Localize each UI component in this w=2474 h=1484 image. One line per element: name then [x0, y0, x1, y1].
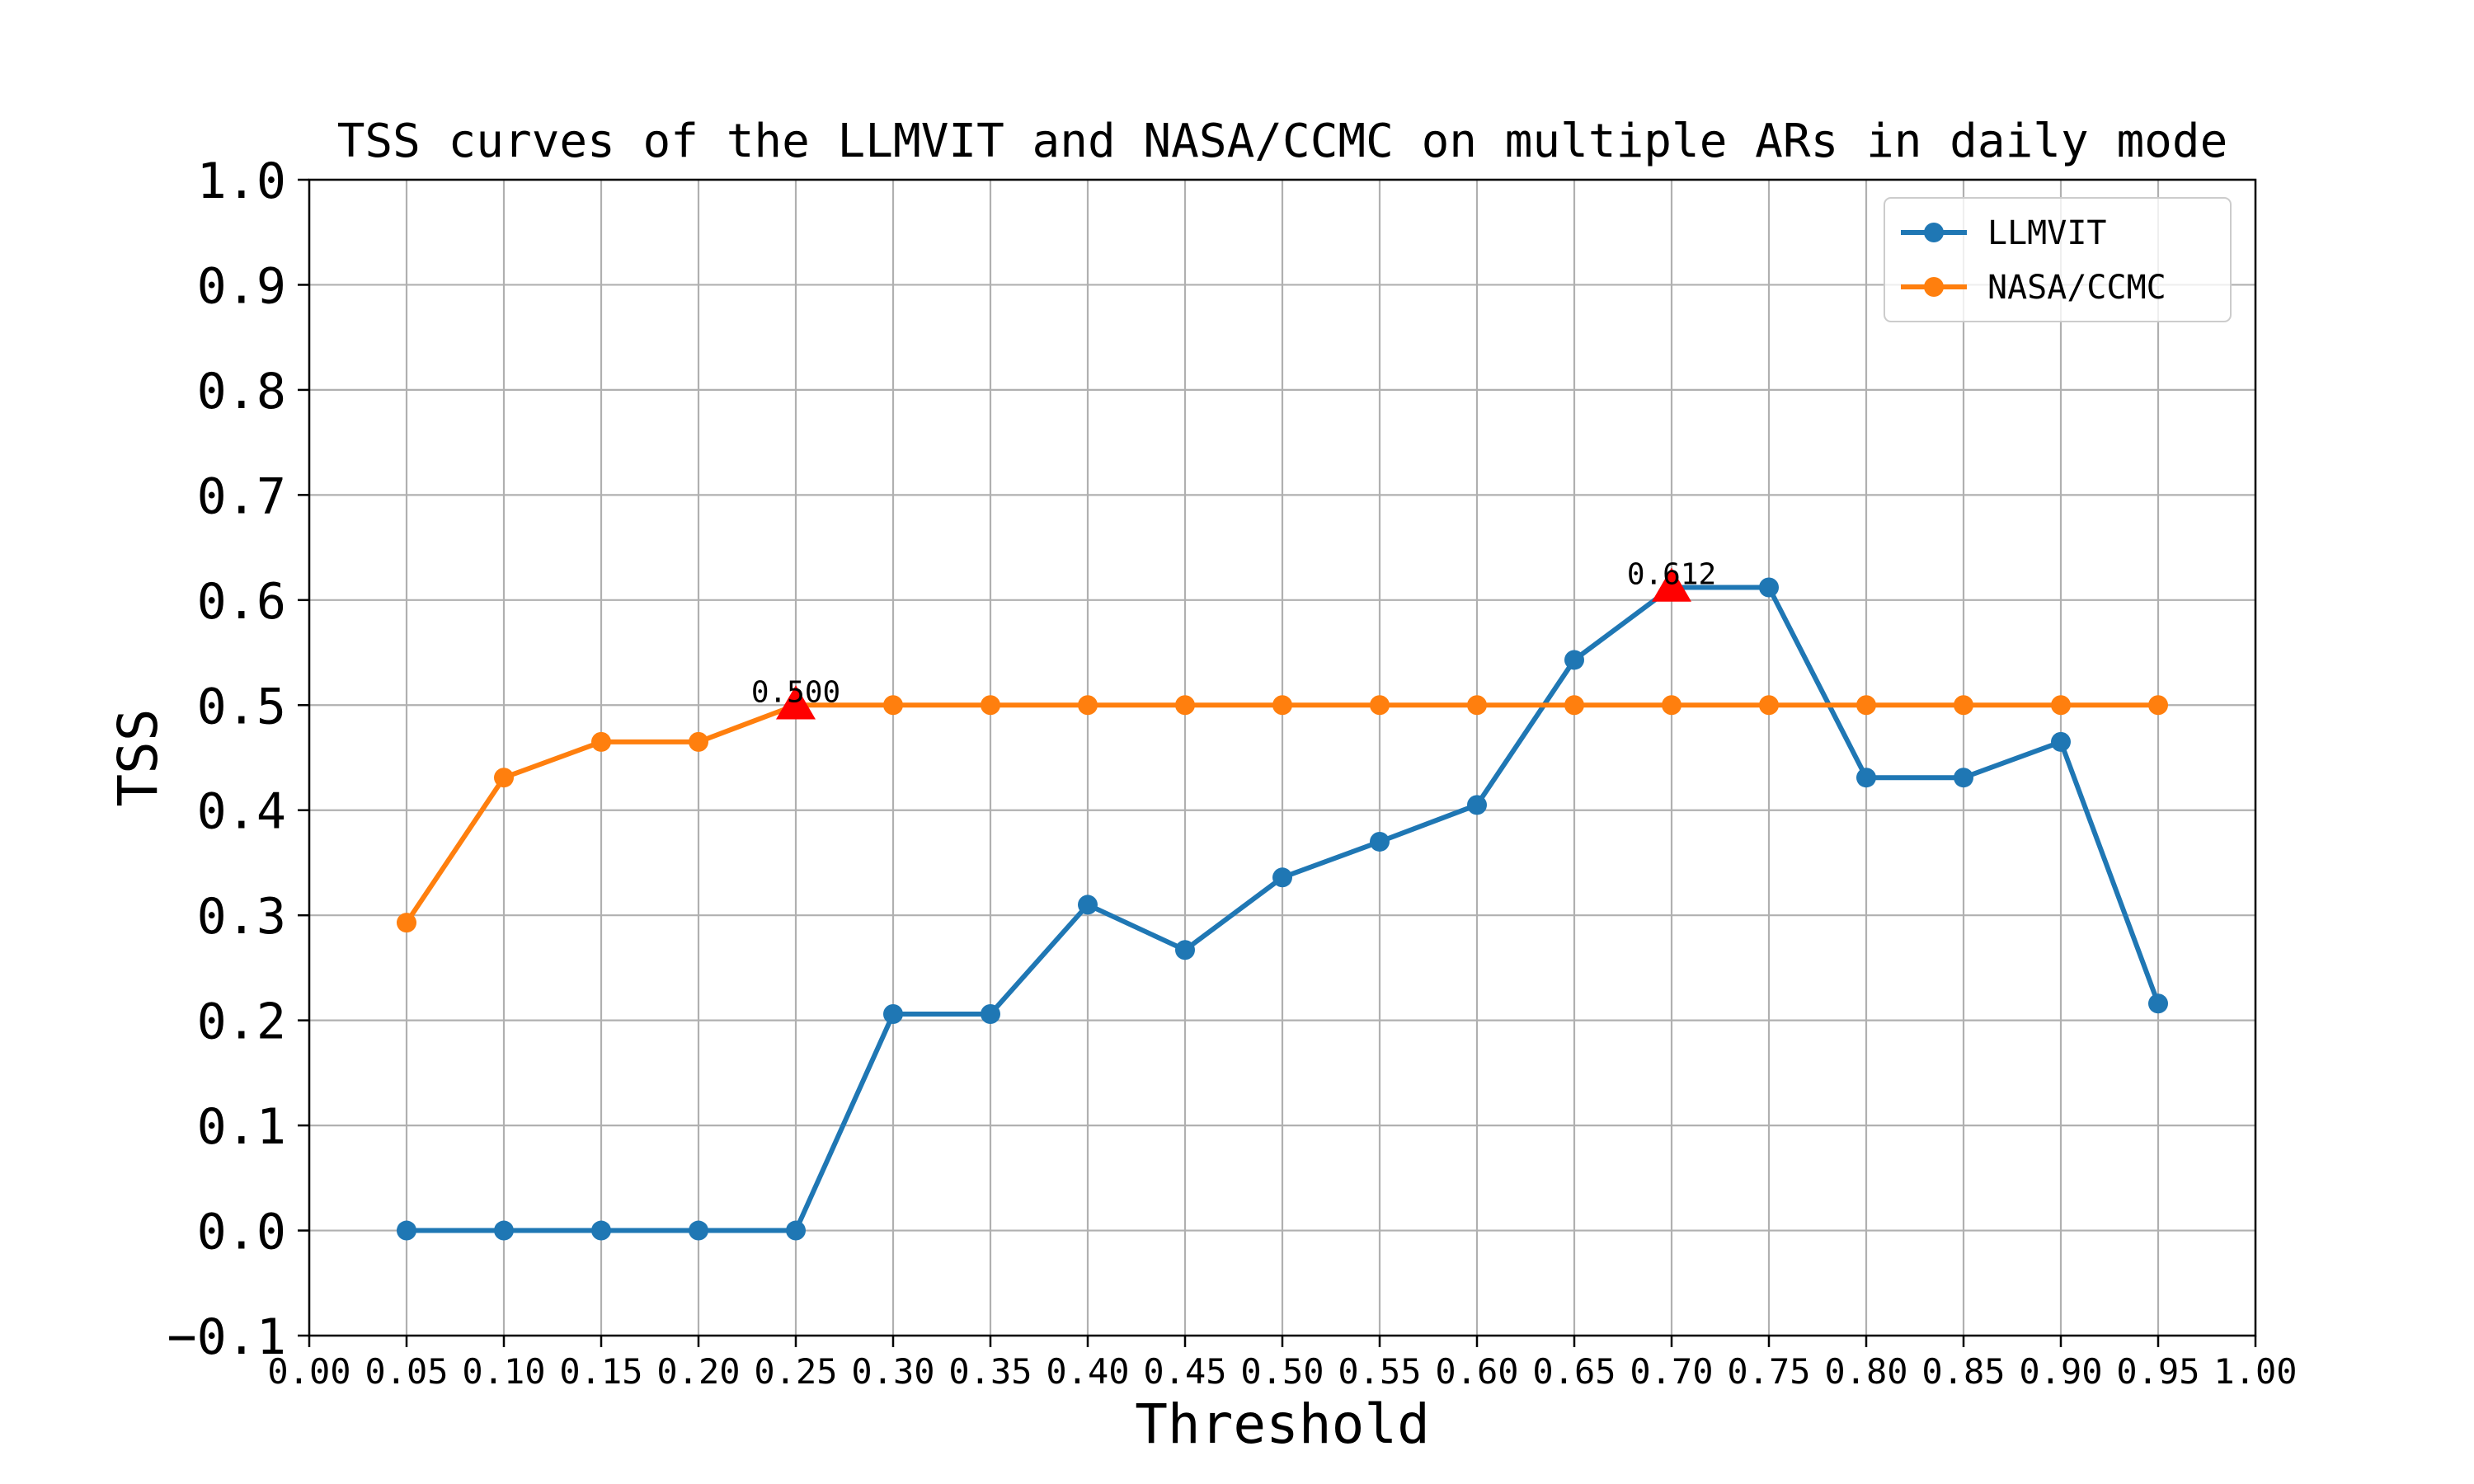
data-point	[2148, 695, 2168, 716]
y-tick-label: 0.2	[197, 993, 286, 1051]
data-point	[883, 695, 903, 716]
chart-title: TSS curves of the LLMVIT and NASA/CCMC o…	[337, 115, 2228, 168]
data-point	[689, 731, 708, 752]
data-point	[1078, 695, 1098, 716]
data-point	[1662, 695, 1681, 716]
legend-swatch-marker	[1924, 223, 1944, 242]
data-point	[591, 731, 611, 752]
data-point	[1856, 695, 1876, 716]
data-point	[2051, 731, 2071, 752]
series-nasa-ccmc	[397, 695, 2168, 933]
data-point	[1175, 695, 1195, 716]
x-tick-label: 0.80	[1824, 1351, 1907, 1392]
y-tick-label: 0.6	[197, 573, 286, 631]
x-axis-label: Threshold	[1135, 1392, 1430, 1456]
y-tick-label: −0.1	[167, 1308, 287, 1366]
x-tick-label: 0.75	[1727, 1351, 1810, 1392]
data-point	[786, 1220, 806, 1241]
x-tick-label: 0.55	[1338, 1351, 1421, 1392]
data-point	[1272, 867, 1292, 888]
data-point	[1078, 895, 1098, 915]
x-tick-label: 0.05	[365, 1351, 448, 1392]
max-marker	[1652, 567, 1691, 602]
data-point	[1370, 831, 1390, 852]
x-tick-label: 0.00	[267, 1351, 350, 1392]
legend-label: LLMVIT	[1987, 214, 2107, 252]
data-point	[2148, 993, 2168, 1014]
data-point	[1856, 768, 1876, 788]
x-tick-label: 0.90	[2019, 1351, 2102, 1392]
data-point	[981, 695, 1000, 716]
y-tick-label: 0.4	[197, 783, 286, 841]
data-point	[1954, 768, 1973, 788]
y-tick-label: 0.5	[197, 678, 286, 735]
x-tick-label: 0.35	[948, 1351, 1032, 1392]
legend-entry: LLMVIT	[1901, 214, 2107, 252]
max-marker	[776, 685, 816, 720]
x-tick-label: 1.00	[2213, 1351, 2297, 1392]
y-tick-label: 0.7	[197, 467, 286, 525]
data-point	[883, 1003, 903, 1024]
data-point	[1564, 695, 1584, 716]
x-tick-label: 0.95	[2116, 1351, 2199, 1392]
legend-box	[1884, 197, 2232, 322]
data-point	[1564, 650, 1584, 670]
x-tick-label: 0.40	[1046, 1351, 1129, 1392]
data-point	[689, 1220, 708, 1241]
max-value-label: 0.612	[1627, 558, 1716, 592]
data-point	[2051, 695, 2071, 716]
y-tick-label: 0.3	[197, 888, 286, 946]
x-tick-label: 0.20	[656, 1351, 740, 1392]
data-point	[397, 1220, 416, 1241]
y-tick-label: 1.0	[197, 153, 286, 210]
data-point	[397, 913, 416, 933]
legend-label: NASA/CCMC	[1987, 269, 2166, 307]
y-axis-label: TSS	[106, 708, 170, 806]
x-tick-label: 0.25	[754, 1351, 837, 1392]
data-point	[981, 1003, 1000, 1024]
data-point	[1759, 577, 1779, 598]
data-point	[1175, 940, 1195, 960]
data-point	[1759, 695, 1779, 716]
x-tick-label: 0.65	[1532, 1351, 1616, 1392]
y-tick-label: 0.1	[197, 1098, 286, 1156]
data-point	[1272, 695, 1292, 716]
x-tick-label: 0.45	[1143, 1351, 1226, 1392]
grid	[308, 178, 2257, 1337]
data-point	[591, 1220, 611, 1241]
legend-entry: NASA/CCMC	[1901, 269, 2166, 307]
tick-marks: 0.00 0.05 0.10 0.15 0.20 0.25 0.30 0.35 0.40 0.45…	[167, 153, 2298, 1392]
data-point	[1467, 695, 1487, 716]
data-point	[494, 1220, 514, 1241]
x-tick-label: 0.10	[462, 1351, 545, 1392]
legend: LLMVIT NASA/CCMC	[1884, 197, 2232, 322]
y-tick-label: 0.0	[197, 1204, 286, 1261]
legend-swatch-marker	[1924, 277, 1944, 297]
data-point	[1467, 795, 1487, 815]
x-tick-label: 0.50	[1240, 1351, 1324, 1392]
x-tick-label: 0.30	[851, 1351, 934, 1392]
annotations: 0.612 0.500	[751, 558, 1716, 720]
y-tick-label: 0.8	[197, 363, 286, 420]
max-value-label: 0.500	[751, 675, 840, 709]
x-tick-label: 0.15	[559, 1351, 642, 1392]
data-point	[1370, 695, 1390, 716]
x-tick-label: 0.85	[1921, 1351, 2005, 1392]
data-point	[494, 768, 514, 788]
x-tick-label: 0.60	[1435, 1351, 1518, 1392]
data-point	[1954, 695, 1973, 716]
y-tick-label: 0.9	[197, 257, 286, 315]
x-tick-label: 0.70	[1630, 1351, 1713, 1392]
